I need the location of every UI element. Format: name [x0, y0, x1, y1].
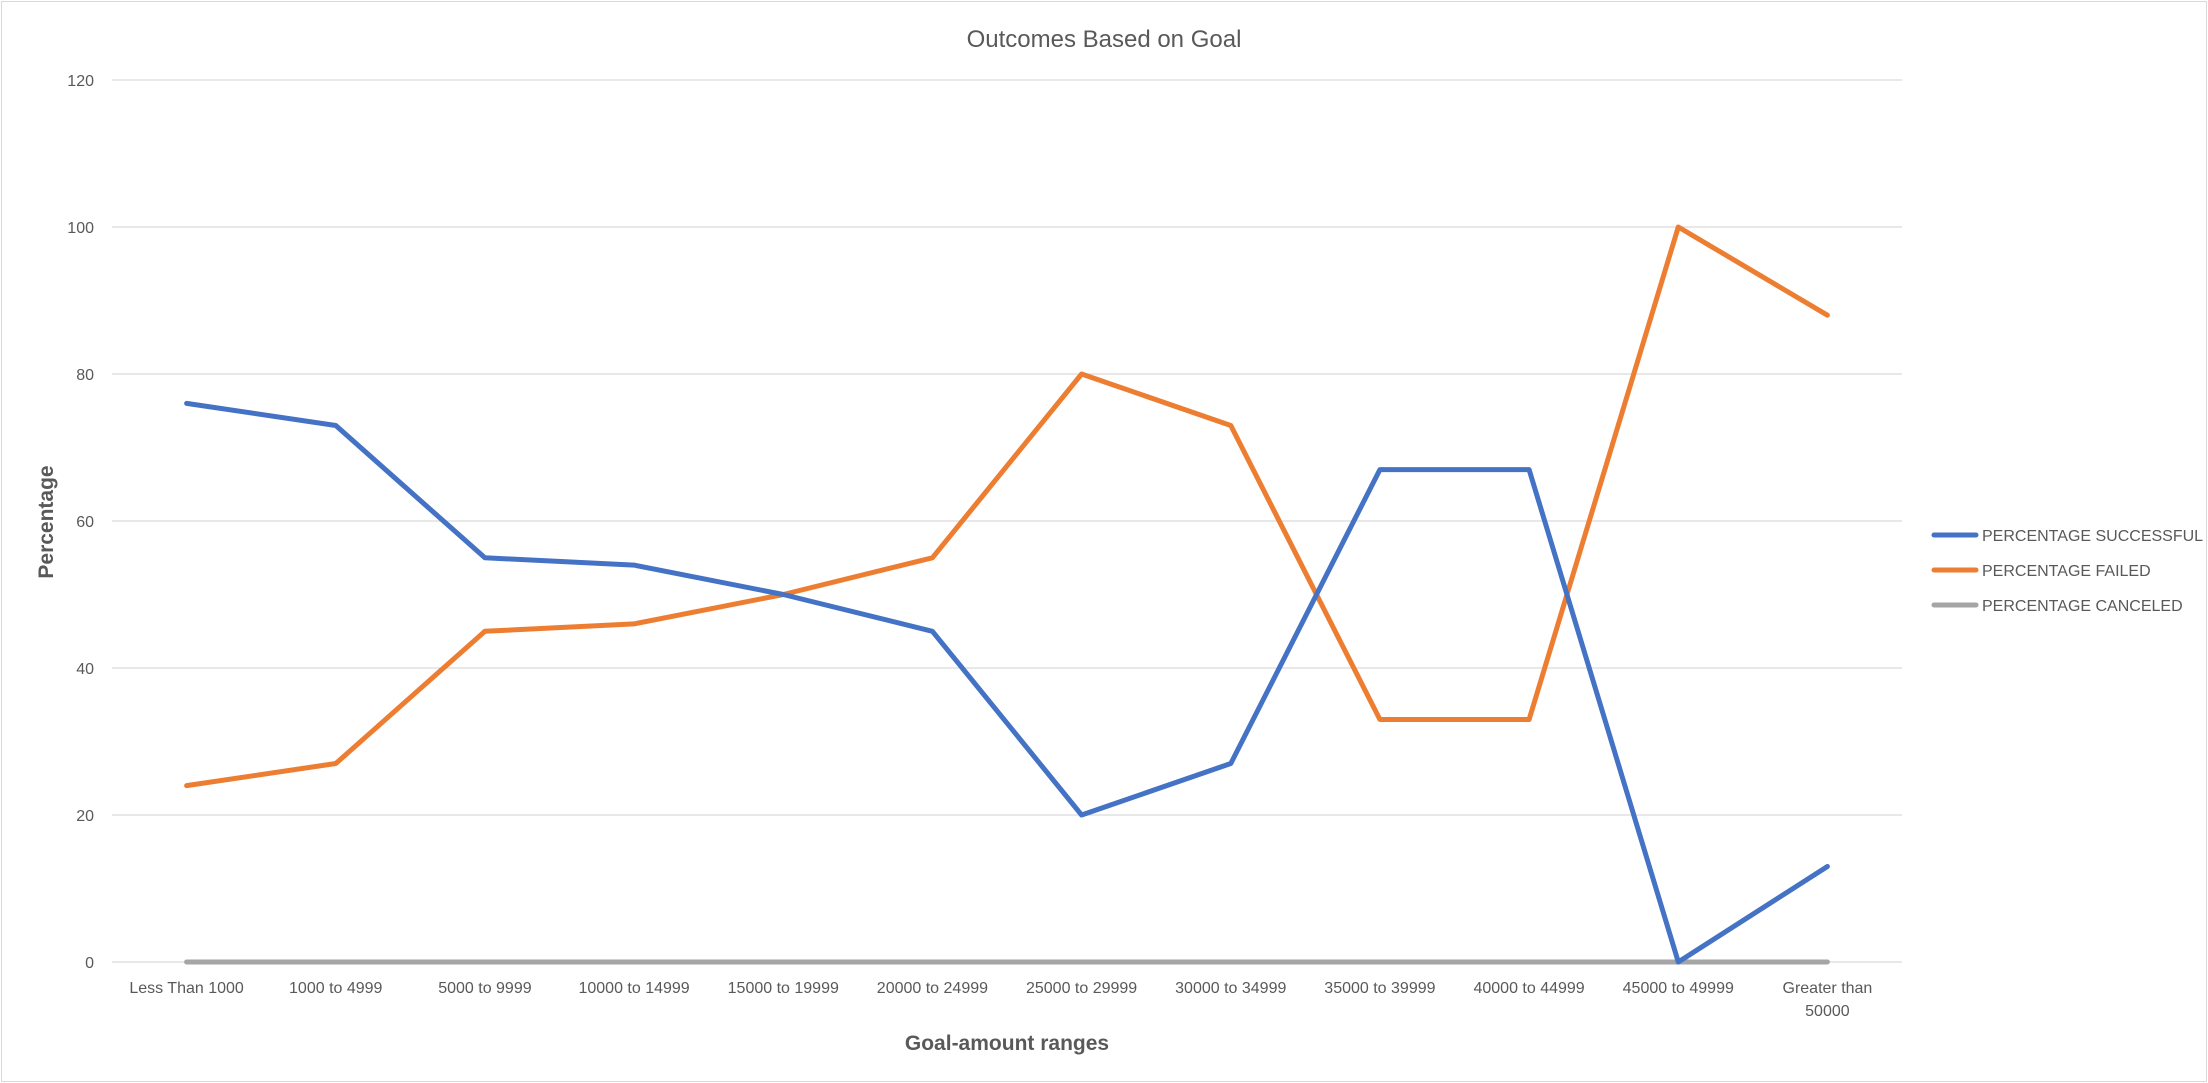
x-tick-label: 25000 to 29999	[1026, 980, 1137, 997]
gridlines	[112, 79, 1902, 963]
x-axis-title: Goal-amount ranges	[905, 1032, 1109, 1055]
y-tick-label: 100	[67, 220, 94, 237]
y-axis-title: Percentage	[35, 465, 58, 578]
y-tick-label: 120	[67, 73, 94, 90]
x-tick-label: 40000 to 44999	[1473, 980, 1584, 997]
x-tick-label: 1000 to 4999	[289, 980, 383, 997]
x-tick-label: 45000 to 49999	[1623, 980, 1734, 997]
x-tick-label: 15000 to 19999	[728, 980, 839, 997]
series-lines	[184, 224, 1830, 965]
y-tick-label: 0	[85, 955, 94, 972]
x-tick-label: 5000 to 9999	[438, 980, 532, 997]
y-axis-ticks: 0 20 40 60 80 100 120	[67, 73, 94, 972]
x-tick-label: 10000 to 14999	[578, 980, 689, 997]
x-axis-ticks: Less Than 1000 1000 to 4999 5000 to 9999 10…	[129, 980, 1872, 1020]
series-line-percentage-failed	[184, 224, 1830, 789]
x-tick-label: 35000 to 39999	[1324, 980, 1435, 997]
legend-label: PERCENTAGE CANCELED	[1982, 598, 2183, 615]
y-tick-label: 40	[76, 661, 94, 678]
legend-label: PERCENTAGE FAILED	[1982, 563, 2151, 580]
x-tick-label: 20000 to 24999	[877, 980, 988, 997]
x-tick-label: Less Than 1000	[129, 980, 244, 997]
chart-title: Outcomes Based on Goal	[967, 26, 1242, 53]
y-tick-label: 20	[76, 808, 94, 825]
legend: PERCENTAGE SUCCESSFUL PERCENTAGE FAILED PE…	[1931, 528, 2203, 615]
y-tick-label: 60	[76, 514, 94, 531]
y-tick-label: 80	[76, 367, 94, 384]
x-tick-label: Greater than 50000	[1783, 980, 1873, 1020]
legend-label: PERCENTAGE SUCCESSFUL	[1982, 528, 2203, 545]
x-tick-label: 30000 to 34999	[1175, 980, 1286, 997]
series-line-percentage-successful	[184, 400, 1830, 965]
